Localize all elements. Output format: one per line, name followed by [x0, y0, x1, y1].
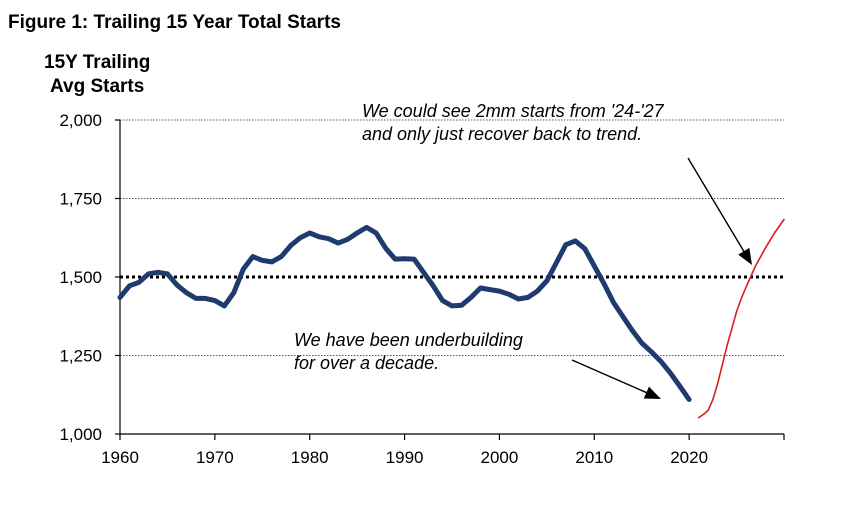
- y-tick-label: 2,000: [59, 111, 102, 130]
- arrow-top: [687, 157, 752, 265]
- x-tick-label: 2010: [575, 448, 613, 467]
- x-tick-label: 1960: [101, 448, 139, 467]
- y-axis-label-line2: Avg Starts: [49, 76, 145, 97]
- annotation-bottom-line2: for over a decade.: [294, 353, 440, 373]
- x-tick-label: 2000: [481, 448, 519, 467]
- x-tick-label: 1970: [196, 448, 234, 467]
- x-tick-label: 1990: [386, 448, 424, 467]
- series-group: [117, 218, 785, 419]
- grid-lines: [120, 119, 784, 356]
- x-tick-label: 1980: [291, 448, 329, 467]
- x-tick-label: 2020: [670, 448, 708, 467]
- axes: 1,000 1,250 1,500 1,750 2,000 1960 1970 1980 199…: [59, 111, 785, 467]
- arrow-bottom: [571, 359, 661, 399]
- y-axis-label: 15Y Trailing Avg Starts: [44, 51, 150, 99]
- series-line-1: [697, 218, 785, 419]
- figure-title: Figure 1: Trailing 15 Year Total Starts: [8, 12, 341, 33]
- arrow-bottom-head: [643, 386, 661, 399]
- y-tick-label: 1,000: [59, 425, 102, 444]
- y-tick-label: 1,250: [59, 347, 102, 366]
- y-tick-label: 1,750: [59, 190, 102, 209]
- series-line-0: [117, 224, 692, 402]
- y-tick-label: 1,500: [59, 268, 102, 287]
- annotation-bottom: We have been underbuilding for over a de…: [294, 329, 523, 375]
- annotation-bottom-line1: We have been underbuilding: [294, 330, 523, 350]
- arrow-bottom-shaft: [571, 359, 647, 394]
- arrow-top-shaft: [687, 157, 745, 252]
- annotation-top: We could see 2mm starts from '24-'27 and…: [362, 100, 664, 146]
- annotation-top-line2: and only just recover back to trend.: [362, 124, 643, 144]
- y-axis-label-line1: 15Y Trailing: [44, 52, 151, 73]
- arrow-top-head: [738, 247, 752, 265]
- annotation-top-line1: We could see 2mm starts from '24-'27: [362, 101, 664, 121]
- annotation-arrows: [571, 157, 752, 399]
